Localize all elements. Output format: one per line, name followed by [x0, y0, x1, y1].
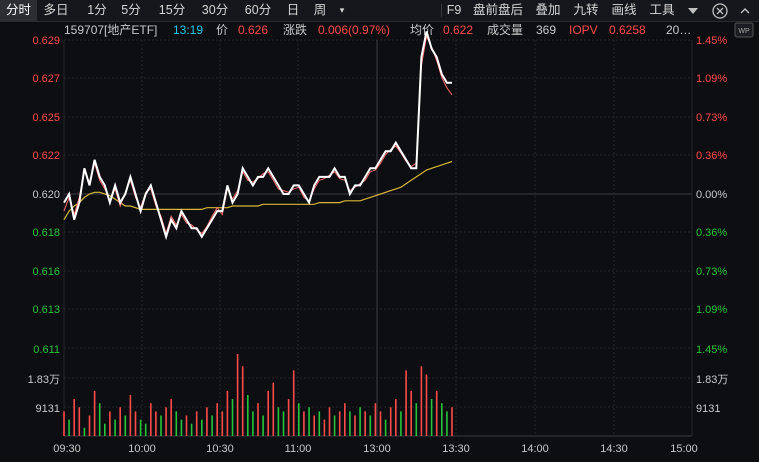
percent-axis-label: 1.09% [696, 304, 727, 316]
pre-post-market-button[interactable]: 盘前盘后 [472, 3, 523, 17]
average-price-line [63, 160, 453, 221]
tab-intraday[interactable]: 分时 [0, 0, 37, 21]
time-axis-label: 13:00 [363, 443, 391, 455]
average-value: 0.622 [443, 23, 474, 37]
tab-1min[interactable]: 1分 [87, 3, 107, 17]
extra-value: 20… [666, 23, 692, 37]
tab-30min[interactable]: 30分 [201, 3, 229, 17]
tab-multi-day[interactable]: 多日 [43, 3, 69, 17]
price-axis-label: 0.616 [32, 266, 60, 278]
tab-5min[interactable]: 5分 [121, 3, 141, 17]
time-axis-label: 14:00 [521, 443, 549, 455]
percent-axis-label: 0.00% [696, 189, 727, 201]
percent-axis-label: 0.73% [696, 266, 727, 278]
price-axis-label: 0.625 [32, 112, 60, 124]
volume-axis-label: 9131 [36, 403, 60, 415]
tab-daily[interactable]: 日 [286, 3, 300, 17]
time-axis-label: 14:30 [600, 443, 628, 455]
tools-button[interactable]: 工具 [649, 3, 675, 17]
price-value: 0.626 [238, 23, 269, 37]
price-axis-label: 0.620 [32, 189, 60, 201]
volume-bars [63, 354, 453, 436]
tab-15min[interactable]: 15分 [158, 3, 186, 17]
price-axis-label: 0.629 [32, 35, 60, 47]
volume-axis-label: 1.45% [696, 344, 727, 356]
time-axis-label: 13:30 [442, 443, 470, 455]
quote-info-bar: 159707[地产ETF] 13:19 价 0.626 涨跌 0.006(0.9… [0, 22, 759, 39]
iopv-label: IOPV [569, 23, 598, 37]
f9-button[interactable]: F9 [446, 3, 462, 17]
window-pin-icon-glyph: WP [738, 28, 750, 35]
change-label: 涨跌 [283, 23, 308, 37]
percent-axis-label: 1.45% [696, 35, 727, 47]
percent-axis-label: 0.73% [696, 112, 727, 124]
price-axis-label: 0.627 [32, 73, 60, 85]
percent-axis-label: 0.36% [696, 150, 727, 162]
volume-axis-label: 1.83万 [696, 374, 728, 386]
security-code: 159707[地产ETF] [64, 23, 158, 37]
chart-axes: 0.629 0.627 0.625 0.622 0.620 0.618 0.616 0.613… [28, 35, 729, 455]
period-toolbar: 分时 多日 1分 5分 15分 30分 60分 日 周 ▾ F9 盘前盘后 叠加… [0, 0, 759, 22]
iopv-value: 0.6258 [609, 23, 646, 37]
tab-60min[interactable]: 60分 [244, 3, 272, 17]
price-lines [63, 31, 453, 241]
volume-axis-label: 9131 [696, 403, 720, 415]
time-axis-label: 15:00 [670, 443, 698, 455]
volume-label: 成交量 [487, 23, 524, 37]
percent-axis-label: 0.36% [696, 227, 727, 239]
percent-axis-label: 1.09% [696, 73, 727, 85]
close-circle-icon[interactable] [711, 2, 729, 20]
draw-line-button[interactable]: 画线 [611, 3, 637, 17]
collapse-icon[interactable] [736, 2, 754, 20]
toolbar-divider [441, 4, 442, 17]
overlay-button[interactable]: 叠加 [535, 3, 561, 17]
nine-turn-button[interactable]: 九转 [573, 3, 599, 17]
volume-value: 369 [536, 23, 557, 37]
quote-time: 13:19 [173, 23, 204, 37]
price-axis-label: 0.613 [32, 304, 60, 316]
chart-grid [63, 39, 693, 437]
time-axis-label: 09:30 [53, 443, 81, 455]
window-pin-icon[interactable] [734, 22, 754, 38]
dropdown-arrow-icon[interactable] [684, 2, 702, 20]
price-line [63, 31, 452, 241]
price-axis-label: 0.618 [32, 227, 60, 239]
dropdown-triangle-icon[interactable]: ▾ [339, 5, 345, 15]
time-axis-label: 11:00 [285, 443, 312, 455]
price-axis-label: 0.622 [32, 150, 60, 162]
volume-axis-label: 0.611 [33, 344, 60, 356]
time-axis-label: 10:30 [206, 443, 234, 455]
time-axis-label: 10:00 [128, 443, 156, 455]
price-label: 价 [216, 23, 229, 37]
tab-weekly[interactable]: 周 [313, 3, 327, 17]
volume-axis-label: 1.83万 [28, 374, 60, 386]
change-value: 0.006(0.97%) [318, 23, 391, 37]
